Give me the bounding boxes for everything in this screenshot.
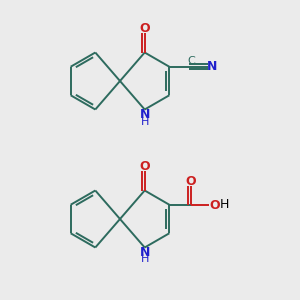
Text: N: N xyxy=(140,108,150,122)
Text: H: H xyxy=(220,198,229,211)
Text: N: N xyxy=(140,246,150,260)
Text: O: O xyxy=(140,22,150,34)
Text: C: C xyxy=(187,56,195,66)
Text: O: O xyxy=(209,199,220,212)
Text: O: O xyxy=(140,160,150,172)
Text: H: H xyxy=(140,116,149,127)
Text: O: O xyxy=(185,175,196,188)
Text: H: H xyxy=(140,254,149,265)
Text: N: N xyxy=(207,60,218,73)
